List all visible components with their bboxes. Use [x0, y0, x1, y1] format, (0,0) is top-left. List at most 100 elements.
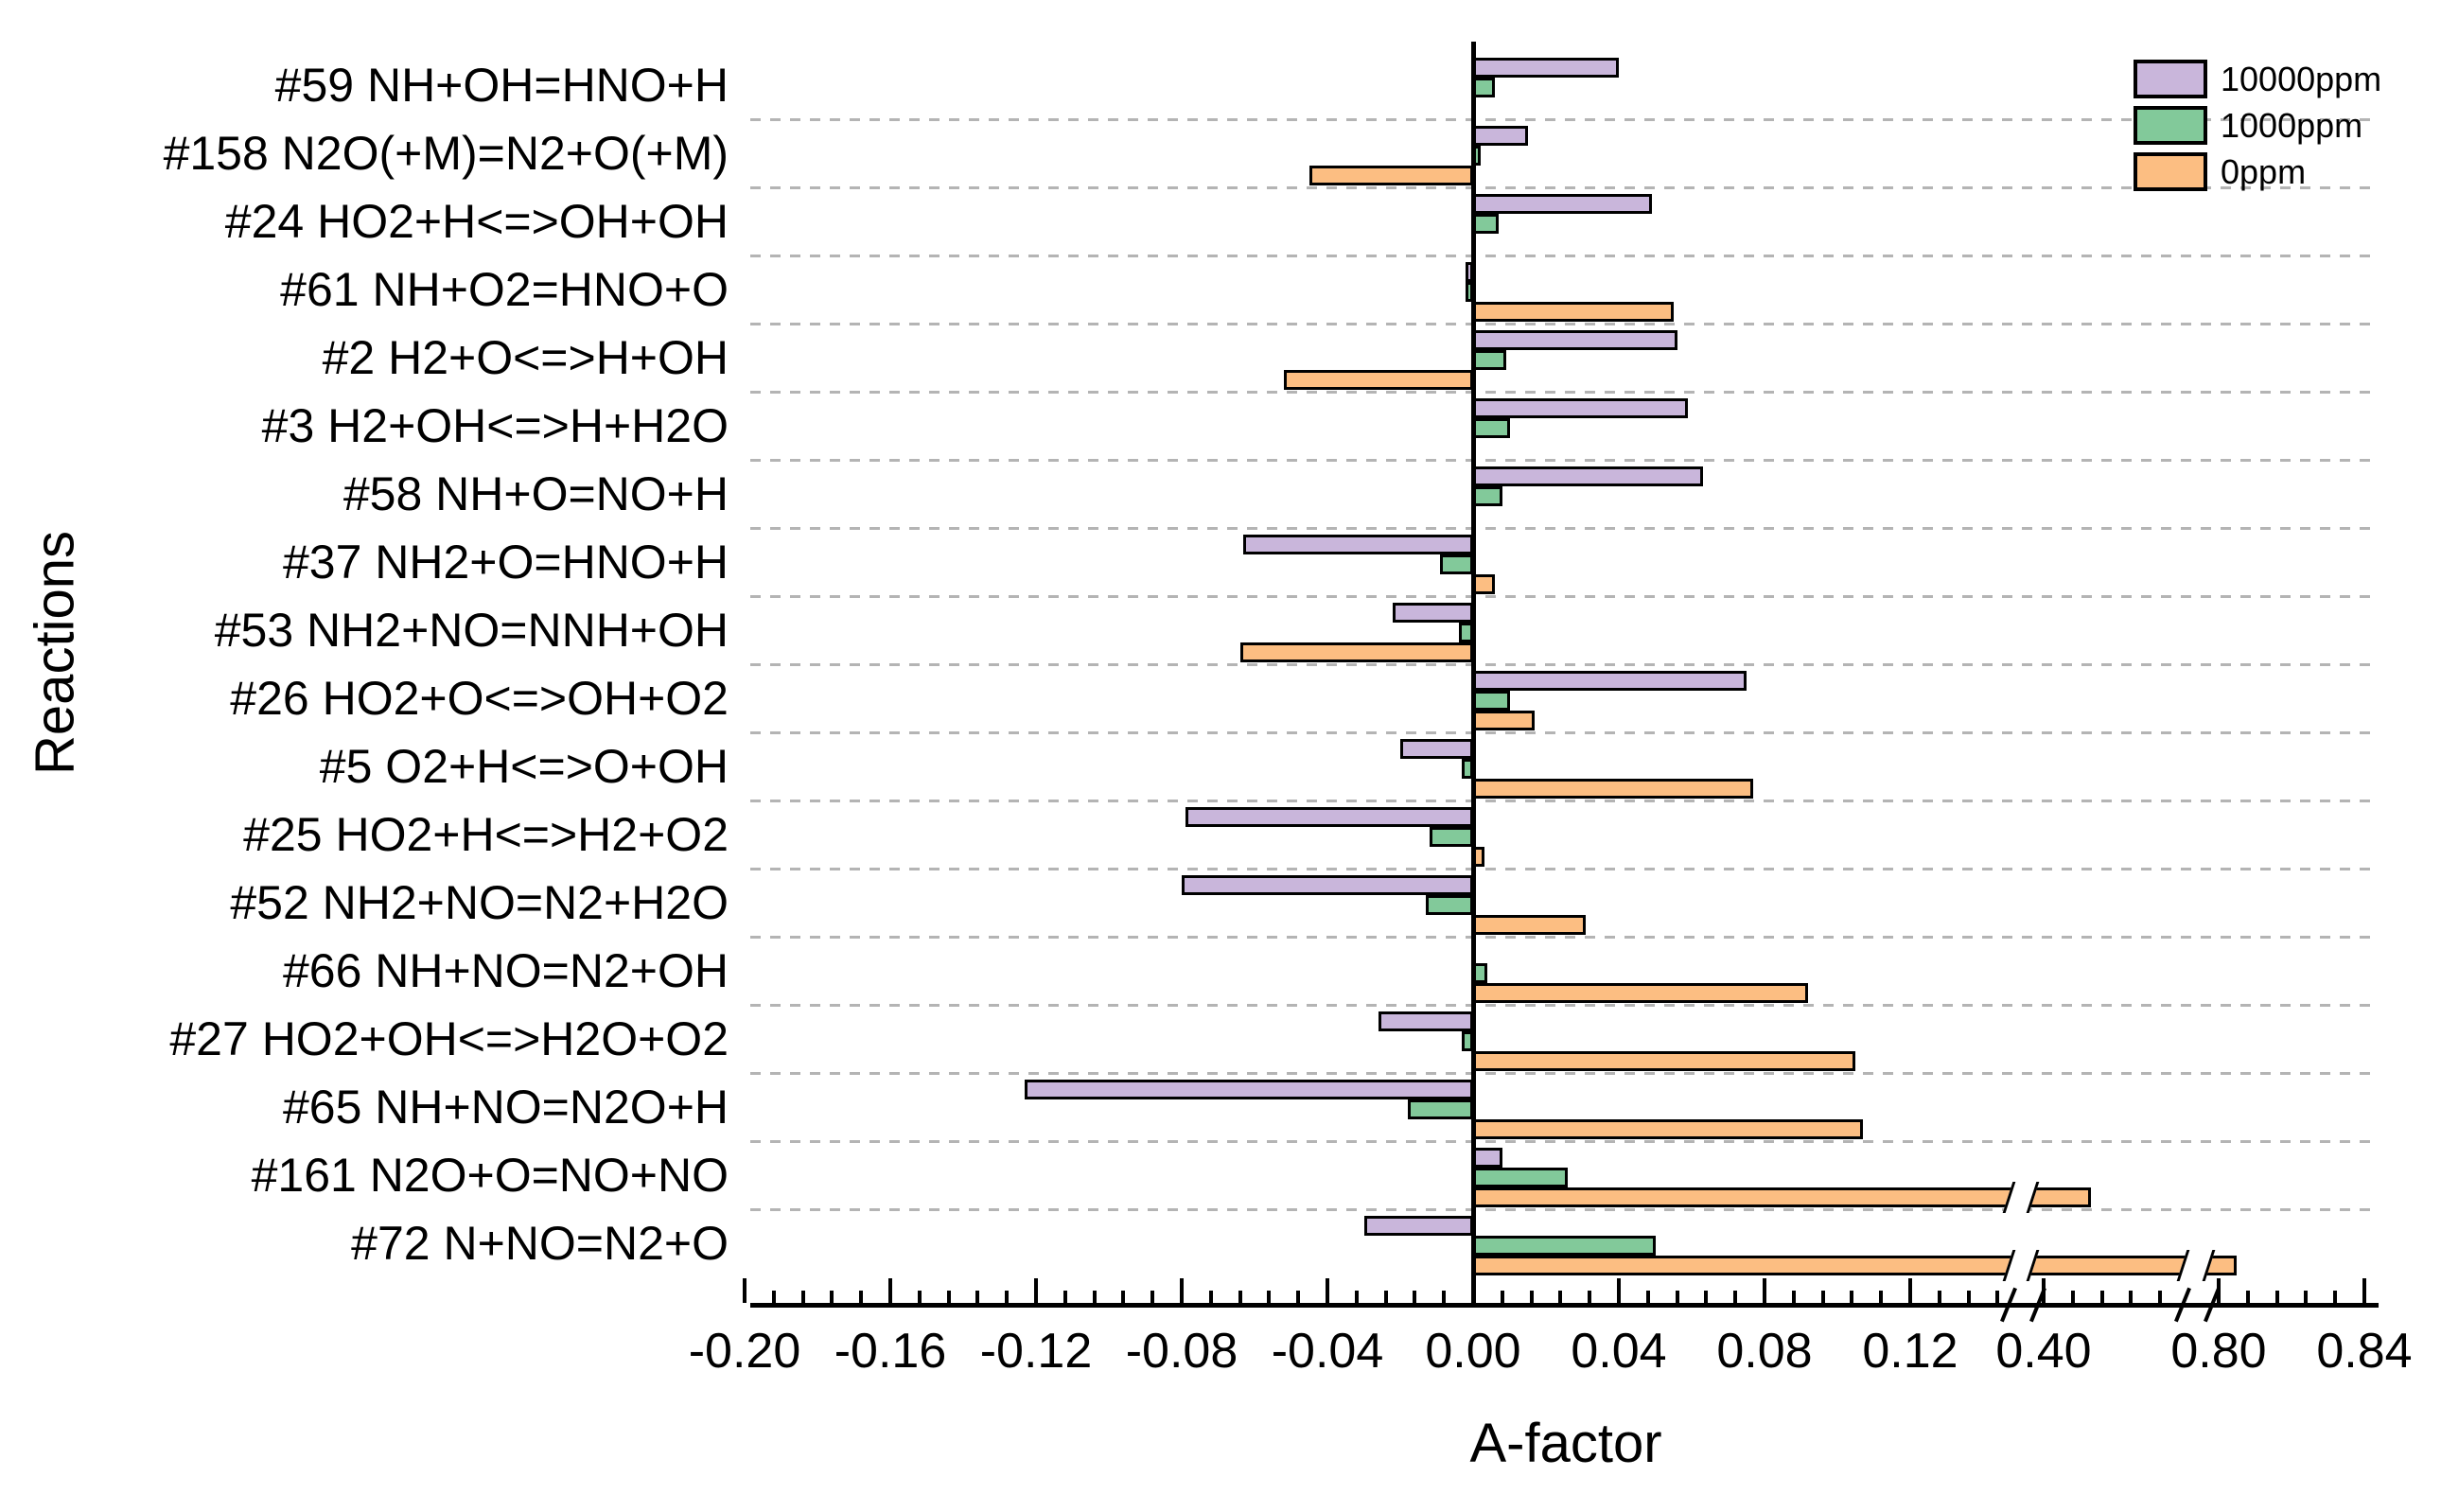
bar-1000ppm-#72	[1473, 1236, 1656, 1256]
legend-entry-0ppm: 0ppm	[2134, 151, 2381, 192]
legend-label: 10000ppm	[2221, 59, 2382, 98]
x-axis-minor-tick	[1820, 1291, 1825, 1303]
category-separator-gridline	[750, 527, 2379, 530]
legend-entry-1000ppm: 1000ppm	[2134, 105, 2381, 146]
category-label: #66 NH+NO=N2+OH	[282, 944, 729, 997]
x-axis-minor-tick	[1354, 1291, 1359, 1303]
x-axis-minor-tick	[1704, 1291, 1709, 1303]
x-axis-minor-tick	[917, 1291, 922, 1303]
category-label: #59 NH+OH=HNO+H	[274, 59, 729, 112]
category-separator-gridline	[750, 186, 2379, 189]
x-axis-minor-tick	[1733, 1291, 1738, 1303]
x-axis-minor-tick	[1150, 1291, 1155, 1303]
bar-0ppm-#25	[1473, 847, 1484, 867]
bar-0ppm-#52	[1473, 915, 1587, 935]
x-axis-minor-tick	[1296, 1291, 1301, 1303]
legend-swatch-0ppm	[2134, 152, 2207, 191]
legend-swatch-1000ppm	[2134, 106, 2207, 145]
x-axis-minor-tick	[800, 1291, 805, 1303]
x-axis-minor-tick	[1383, 1291, 1388, 1303]
bar-1000ppm-#2	[1473, 350, 1506, 370]
x-axis-title: A-factor	[1469, 1413, 1662, 1474]
bar-1000ppm-#61	[1466, 282, 1473, 302]
bar-0ppm-#26	[1473, 711, 1536, 730]
bar-1000ppm-#65	[1407, 1099, 1473, 1119]
x-axis-minor-tick	[2274, 1291, 2279, 1303]
category-label: #3 H2+OH<=>H+H2O	[261, 399, 729, 452]
category-label: #61 NH+O2=HNO+O	[280, 263, 729, 316]
category-label: #2 H2+O<=>H+OH	[322, 331, 729, 384]
category-separator-gridline	[750, 800, 2379, 802]
bar-1000ppm-#24	[1473, 214, 1499, 234]
bar-10000ppm-#25	[1185, 807, 1473, 827]
category-separator-gridline	[750, 595, 2379, 598]
bar-0ppm-#72	[1473, 1256, 2238, 1275]
category-label: #27 HO2+OH<=>H2O+O2	[169, 1012, 729, 1065]
bar-1000ppm-#37	[1440, 554, 1473, 574]
bar-1000ppm-#158	[1473, 146, 1481, 166]
x-axis-tick-label: -0.20	[688, 1324, 801, 1379]
category-label: #25 HO2+H<=>H2+O2	[243, 808, 729, 861]
legend-label: 0ppm	[2221, 151, 2307, 191]
bar-0ppm-#65	[1473, 1119, 1863, 1139]
category-separator-gridline	[750, 1004, 2379, 1007]
x-axis-minor-tick	[1005, 1291, 1010, 1303]
x-axis-minor-tick	[1879, 1291, 1884, 1303]
bar-0ppm-#66	[1473, 983, 1809, 1003]
x-axis-major-tick	[888, 1278, 892, 1303]
bar-1000ppm-#3	[1473, 418, 1510, 438]
bar-10000ppm-#59	[1473, 58, 1619, 78]
x-axis-minor-tick	[1529, 1291, 1534, 1303]
bar-10000ppm-#161	[1473, 1148, 1502, 1168]
bar-0ppm-#158	[1308, 166, 1473, 185]
x-axis-minor-tick	[1791, 1291, 1796, 1303]
x-axis-major-tick	[2362, 1278, 2366, 1303]
x-axis-minor-tick	[1062, 1291, 1067, 1303]
x-axis-minor-tick	[1588, 1291, 1592, 1303]
category-separator-gridline	[750, 868, 2379, 870]
x-axis-major-tick	[1471, 1278, 1475, 1303]
x-axis-tick-label: 0.00	[1425, 1324, 1521, 1379]
bar-10000ppm-#53	[1393, 603, 1473, 623]
axis-break-gap-in-bar	[2002, 1250, 2040, 1281]
x-axis-minor-tick	[2129, 1291, 2134, 1303]
x-axis-tick-label: -0.08	[1125, 1324, 1238, 1379]
category-separator-gridline	[750, 663, 2379, 666]
category-label: #26 HO2+O<=>OH+O2	[230, 672, 729, 725]
x-axis-minor-tick	[1413, 1291, 1417, 1303]
x-axis-tick-label: 0.40	[1995, 1324, 2092, 1379]
category-separator-gridline	[750, 323, 2379, 325]
y-axis-title: Reactions	[24, 531, 86, 775]
category-label: #24 HO2+H<=>OH+OH	[224, 195, 729, 248]
bar-1000ppm-#53	[1458, 623, 1473, 642]
bar-1000ppm-#26	[1473, 691, 1510, 711]
x-axis-minor-tick	[2070, 1291, 2075, 1303]
bar-1000ppm-#66	[1473, 963, 1488, 983]
x-axis-line	[750, 1303, 2379, 1308]
x-axis-minor-tick	[1966, 1291, 1971, 1303]
category-label: #58 NH+O=NO+H	[342, 467, 729, 520]
bar-0ppm-#5	[1473, 779, 1754, 799]
x-axis-major-tick	[1763, 1278, 1766, 1303]
x-axis-minor-tick	[1121, 1291, 1126, 1303]
x-axis-minor-tick	[975, 1291, 980, 1303]
category-separator-gridline	[750, 1208, 2379, 1211]
x-axis-minor-tick	[1267, 1291, 1272, 1303]
x-axis-minor-tick	[1645, 1291, 1650, 1303]
x-axis-minor-tick	[2304, 1291, 2309, 1303]
category-label: #72 N+NO=N2+O	[351, 1217, 729, 1270]
bar-10000ppm-#37	[1243, 535, 1473, 554]
x-axis-tick-label: 0.12	[1862, 1324, 1958, 1379]
bar-1000ppm-#161	[1473, 1168, 1569, 1187]
bar-1000ppm-#52	[1425, 895, 1473, 915]
category-label: #161 N2O+O=NO+NO	[251, 1149, 729, 1202]
x-axis-minor-tick	[2158, 1291, 2163, 1303]
category-separator-gridline	[750, 1140, 2379, 1143]
x-axis-minor-tick	[1558, 1291, 1563, 1303]
legend-label: 1000ppm	[2221, 105, 2363, 145]
x-axis-tick-label: -0.12	[979, 1324, 1093, 1379]
bar-0ppm-#37	[1473, 574, 1496, 594]
x-axis-tick-label: 0.08	[1716, 1324, 1813, 1379]
bar-10000ppm-#65	[1025, 1080, 1473, 1099]
